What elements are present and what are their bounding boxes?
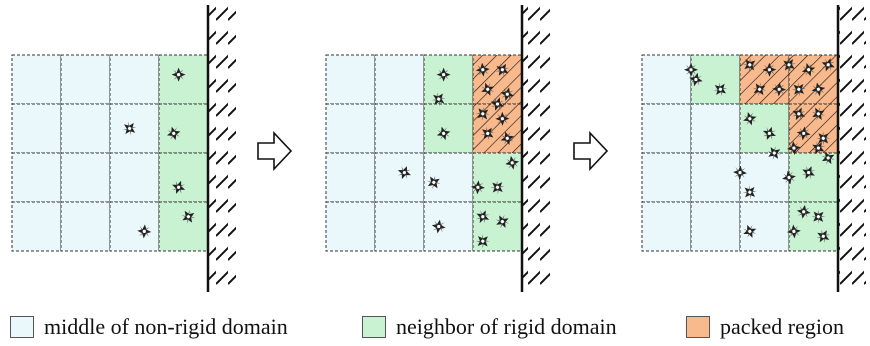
grid-cell-middle <box>11 54 62 105</box>
packed-hatch <box>473 55 522 104</box>
legend-swatch-middle <box>10 316 34 338</box>
grid-cell-middle <box>641 201 692 252</box>
legend-swatch-packed <box>686 316 710 338</box>
rigid-wall-icon <box>836 5 866 292</box>
grid-cell-middle <box>60 54 111 105</box>
grid-cell-middle <box>690 201 741 252</box>
grid-cell-neighbor <box>423 54 474 105</box>
grid-cell-middle <box>325 54 376 105</box>
legend-swatch-neighbor <box>362 316 386 338</box>
grid-cell-neighbor <box>788 201 839 252</box>
grid-cell-neighbor <box>158 201 209 252</box>
grid-cell-middle <box>109 152 160 203</box>
legend-item-packed: packed region <box>686 312 844 342</box>
grid-cell-middle <box>11 152 62 203</box>
grid-cell-middle <box>374 152 425 203</box>
grid-cell-middle <box>641 54 692 105</box>
grid-cell-middle <box>109 54 160 105</box>
legend-label-packed: packed region <box>720 314 844 339</box>
grid-cell-neighbor <box>472 152 523 203</box>
right-arrow-icon <box>257 130 293 172</box>
panel-expanded-packing <box>641 54 839 252</box>
grid-cell-middle <box>60 152 111 203</box>
legend-item-neighbor: neighbor of rigid domain <box>362 312 617 342</box>
grid-cell-middle <box>109 201 160 252</box>
grid-cell-middle <box>374 201 425 252</box>
grid-cell-middle <box>641 103 692 154</box>
grid-cell-neighbor <box>158 152 209 203</box>
rigid-wall-icon <box>206 5 236 292</box>
rigid-wall-icon <box>520 5 550 292</box>
grid-cell-neighbor <box>158 103 209 154</box>
grid-cell-middle <box>325 152 376 203</box>
grid-cell-neighbor <box>423 103 474 154</box>
grid-cell-middle <box>60 103 111 154</box>
grid-cell-middle <box>11 201 62 252</box>
grid-cell-middle <box>11 103 62 154</box>
grid-cell-middle <box>109 103 160 154</box>
legend-item-middle: middle of non-rigid domain <box>10 312 288 342</box>
panel-partial-packing <box>325 54 523 252</box>
legend-label-middle: middle of non-rigid domain <box>44 314 288 339</box>
grid-cell-middle <box>690 152 741 203</box>
grid-cell-neighbor <box>739 103 790 154</box>
panel-initial <box>11 54 209 252</box>
grid-cell-middle <box>60 201 111 252</box>
grid-cell-middle <box>423 201 474 252</box>
grid-cell-middle <box>374 103 425 154</box>
grid-cell-neighbor <box>158 54 209 105</box>
grid-cell-middle <box>374 54 425 105</box>
right-arrow-icon <box>573 130 609 172</box>
legend-label-neighbor: neighbor of rigid domain <box>396 314 617 339</box>
grid-cell-middle <box>325 103 376 154</box>
grid-cell-middle <box>690 103 741 154</box>
grid-cell-middle <box>325 201 376 252</box>
grid-cell-middle <box>641 152 692 203</box>
